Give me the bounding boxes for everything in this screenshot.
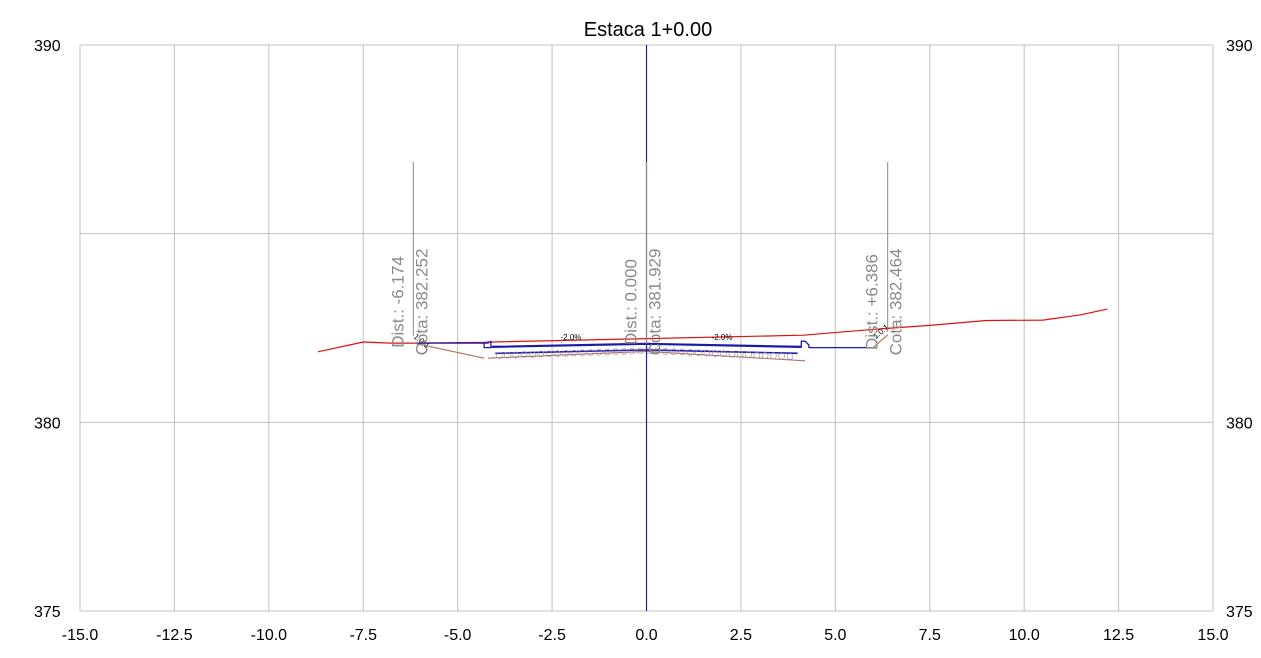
series-left-curb bbox=[413, 340, 492, 349]
y-tick-label-left: 390 bbox=[34, 38, 61, 55]
pavement-texture-mark bbox=[554, 350, 561, 357]
pavement-texture-mark bbox=[703, 349, 711, 357]
pavement-texture-mark bbox=[520, 351, 528, 358]
pavement-texture-mark bbox=[711, 350, 719, 357]
pavement-texture-mark bbox=[761, 352, 769, 359]
pavement-texture-mark bbox=[587, 349, 594, 356]
annotation-cota: Cota: 381.929 bbox=[646, 249, 665, 356]
x-tick-label: 2.5 bbox=[730, 627, 752, 644]
pavement-texture-mark bbox=[662, 348, 669, 355]
y-tick-label-right: 375 bbox=[1226, 604, 1253, 621]
plot-area: -2.0% -2.0%1.0:11.0:1 bbox=[317, 45, 1108, 611]
annotation-cota: Cota: 382.252 bbox=[412, 249, 431, 356]
y-tick-label-right: 380 bbox=[1226, 415, 1253, 432]
x-tick-label: 12.5 bbox=[1103, 627, 1134, 644]
chart-title: Estaca 1+0.00 bbox=[584, 19, 712, 41]
x-tick-label: -7.5 bbox=[349, 627, 377, 644]
pavement-texture-mark bbox=[529, 351, 536, 358]
pavement-texture-mark bbox=[578, 349, 586, 357]
pavement-texture-mark bbox=[736, 351, 744, 358]
x-tick-label: -10.0 bbox=[251, 627, 288, 644]
pavement-texture-mark bbox=[678, 348, 686, 356]
annotation-dist: Dist.: +6.386 bbox=[863, 254, 882, 350]
y-tick-label-left: 375 bbox=[34, 604, 61, 621]
pavement-texture-mark bbox=[537, 350, 545, 358]
annotation-dist: Dist.: -6.174 bbox=[388, 256, 407, 348]
series-right-fill bbox=[872, 334, 889, 349]
x-tick-label: 7.5 bbox=[919, 627, 941, 644]
annotation-dist: Dist.: 0.000 bbox=[622, 259, 641, 345]
x-tick-label: -5.0 bbox=[444, 627, 472, 644]
x-tick-label: -12.5 bbox=[156, 627, 193, 644]
pavement-texture-mark bbox=[745, 351, 752, 359]
pavement-texture-mark bbox=[728, 350, 736, 358]
pavement-texture-mark bbox=[653, 347, 661, 355]
pavement-texture-mark bbox=[770, 352, 777, 360]
x-tick-label: -2.5 bbox=[538, 627, 566, 644]
y-tick-label-left: 380 bbox=[34, 415, 61, 432]
pavement-texture-mark bbox=[504, 351, 511, 359]
annotation-cota: Cota: 382.464 bbox=[887, 249, 906, 356]
annotations: Dist.: -6.174 Cota: 382.252 Dist.: 0.000 Co… bbox=[388, 161, 906, 356]
pavement-texture-mark bbox=[628, 347, 636, 355]
pavement-texture-mark bbox=[670, 348, 678, 356]
pavement-texture-mark bbox=[786, 353, 794, 360]
pavement-texture-mark bbox=[595, 348, 603, 356]
pavement-texture-mark bbox=[753, 351, 761, 359]
series-right-curb bbox=[800, 340, 874, 349]
slope-label: -2.0% bbox=[561, 333, 582, 342]
pavement-texture-mark bbox=[495, 352, 503, 359]
axis-ticks: -15.0 -12.5 -10.0 -7.5 -5.0 -2.5 0.0 2.5 5.0 7.5 1… bbox=[34, 38, 1253, 644]
pavement-texture-mark bbox=[620, 348, 628, 355]
pavement-texture-mark bbox=[695, 349, 702, 357]
x-tick-label: 0.0 bbox=[635, 627, 657, 644]
series-left-cut bbox=[413, 342, 485, 359]
pavement-texture-mark bbox=[686, 349, 694, 356]
x-tick-label: 5.0 bbox=[824, 627, 846, 644]
pavement-texture-mark bbox=[612, 348, 619, 356]
x-tick-label: -15.0 bbox=[62, 627, 99, 644]
y-tick-label-right: 390 bbox=[1226, 38, 1253, 55]
x-tick-label: 10.0 bbox=[1009, 627, 1040, 644]
series-terrain bbox=[317, 308, 1108, 353]
pavement-texture-mark bbox=[562, 349, 570, 357]
pavement-texture-mark bbox=[720, 350, 727, 358]
pavement-texture-mark bbox=[570, 349, 578, 357]
pavement-texture-mark bbox=[778, 352, 786, 360]
x-tick-label: 15.0 bbox=[1197, 627, 1228, 644]
pavement-texture-mark bbox=[512, 351, 520, 359]
pavement-texture-mark bbox=[637, 347, 644, 355]
pavement-texture-mark bbox=[645, 347, 653, 355]
pavement-texture-mark bbox=[603, 348, 611, 356]
pavement-texture-mark bbox=[545, 350, 553, 358]
slope-label: -2.0% bbox=[712, 333, 733, 342]
